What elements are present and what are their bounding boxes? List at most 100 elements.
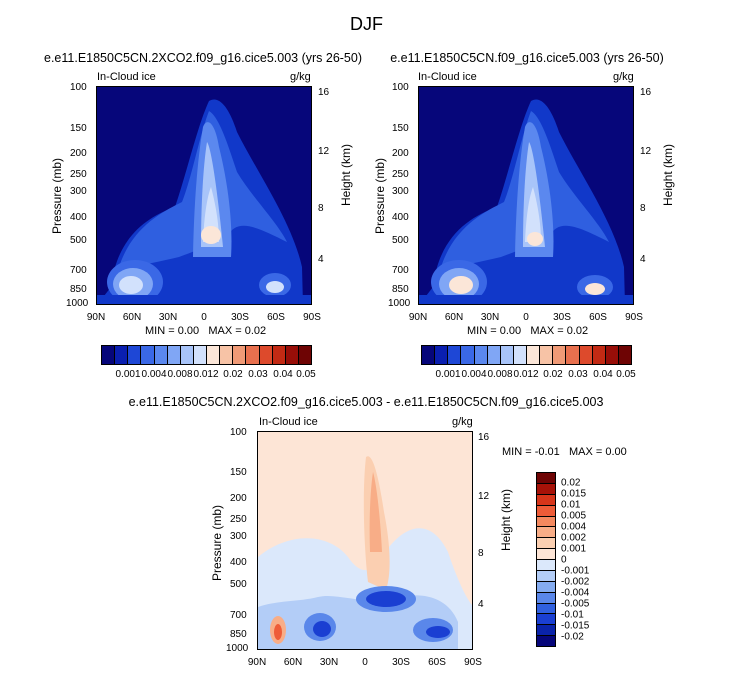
panel1-y2-axis-label: Height (km) xyxy=(339,143,353,207)
panel3-min-value: -0.01 xyxy=(534,446,560,458)
colorbar-swatch xyxy=(537,636,555,646)
panel2-xtick-30s: 30S xyxy=(553,312,571,323)
panel2-cbar-label: 0.004 xyxy=(461,369,487,380)
panel1-y2tick-8: 8 xyxy=(318,203,324,214)
panel1-contour-field xyxy=(97,87,311,304)
panel2-xtick-90n: 90N xyxy=(408,312,428,323)
panel2-ytick-300: 300 xyxy=(392,186,409,197)
panel2-max-value: 0.02 xyxy=(566,325,589,337)
panel3-contour-field xyxy=(258,432,472,649)
panel1-ytick-100: 100 xyxy=(70,82,87,93)
panel1-cbar-label: 0.001 xyxy=(115,369,141,380)
panel3-y2tick-16: 16 xyxy=(478,432,490,443)
panel2-cbar-label: 0.001 xyxy=(435,369,461,380)
panel3-xtick-60n: 60N xyxy=(283,657,303,668)
colorbar-swatch xyxy=(207,346,221,364)
colorbar-swatch xyxy=(605,346,619,364)
panel3-cbar-label: -0.01 xyxy=(561,609,584,621)
panel3-cbar-label: -0.02 xyxy=(561,631,584,643)
panel2-xtick-60s: 60S xyxy=(589,312,607,323)
panel2-xtick-30n: 30N xyxy=(480,312,500,323)
panel1-min-value: 0.00 xyxy=(177,325,200,337)
panel2-contour-field xyxy=(419,87,633,304)
panel3-plot-area xyxy=(257,431,473,650)
panel3-cbar-label: -0.002 xyxy=(561,576,590,588)
panel1-xtick-90n: 90N xyxy=(86,312,106,323)
colorbar-swatch xyxy=(259,346,273,364)
panel2-cbar-label: 0.05 xyxy=(616,369,636,380)
panel3-ytick-250: 250 xyxy=(230,514,247,525)
colorbar-swatch xyxy=(537,549,555,560)
colorbar-swatch xyxy=(141,346,155,364)
colorbar-swatch xyxy=(422,346,436,364)
colorbar-swatch xyxy=(487,346,501,364)
panel3-ytick-100: 100 xyxy=(230,427,247,438)
panel3-ytick-200: 200 xyxy=(230,493,247,504)
panel3-min-label: MIN = xyxy=(502,446,532,458)
panel2-xtick-0: 0 xyxy=(523,312,529,323)
colorbar-swatch xyxy=(553,346,567,364)
panel3-cbar-label: 0.002 xyxy=(561,532,587,544)
colorbar-swatch xyxy=(513,346,527,364)
colorbar-swatch xyxy=(461,346,475,364)
panel1-ytick-250: 250 xyxy=(70,169,87,180)
panel3-xtick-0: 0 xyxy=(362,657,368,668)
colorbar-swatch xyxy=(618,346,631,364)
panel3-xtick-30n: 30N xyxy=(319,657,339,668)
panel3-cbar-label: -0.005 xyxy=(561,598,590,610)
panel3-ytick-700: 700 xyxy=(230,610,247,621)
panel3-ytick-300: 300 xyxy=(230,531,247,542)
panel1-ytick-400: 400 xyxy=(70,212,87,223)
colorbar-swatch xyxy=(537,505,555,517)
colorbar-swatch xyxy=(566,346,580,364)
panel1-xtick-30s: 30S xyxy=(231,312,249,323)
colorbar-swatch xyxy=(102,346,116,364)
colorbar-swatch xyxy=(579,346,593,364)
panel1-min-label: MIN = xyxy=(145,325,175,337)
panel1-variable-label: In-Cloud ice xyxy=(97,71,156,83)
colorbar-swatch xyxy=(537,603,555,615)
panel3-cbar-label: -0.004 xyxy=(561,587,590,599)
colorbar-swatch xyxy=(435,346,449,364)
panel2-cbar-label: 0.012 xyxy=(513,369,539,380)
colorbar-swatch xyxy=(272,346,286,364)
panel3-cbar-label: -0.001 xyxy=(561,565,590,577)
colorbar-swatch xyxy=(246,346,260,364)
panel2-ytick-150: 150 xyxy=(392,123,409,134)
panel1-xtick-60s: 60S xyxy=(267,312,285,323)
colorbar-swatch xyxy=(537,538,555,550)
colorbar-swatch xyxy=(154,346,168,364)
colorbar-swatch xyxy=(474,346,488,364)
panel1-cbar-label: 0.004 xyxy=(141,369,167,380)
panel1-ytick-700: 700 xyxy=(70,265,87,276)
colorbar-swatch xyxy=(537,625,555,637)
panel2-y2tick-16: 16 xyxy=(640,87,652,98)
panel3-units-label: g/kg xyxy=(452,416,473,428)
panel1-cbar-label: 0.03 xyxy=(248,369,268,380)
panel2-colorbar xyxy=(421,345,632,365)
panel2-ytick-400: 400 xyxy=(392,212,409,223)
colorbar-swatch xyxy=(180,346,194,364)
panel1-cbar-label: 0.012 xyxy=(193,369,219,380)
panel1-max-label: MAX = xyxy=(208,325,242,337)
panel1-units-label: g/kg xyxy=(290,71,311,83)
panel1-xtick-90s: 90S xyxy=(303,312,321,323)
panel2-max-label: MAX = xyxy=(530,325,564,337)
panel3-y-axis-label: Pressure (mb) xyxy=(210,504,224,582)
panel1-ytick-200: 200 xyxy=(70,148,87,159)
panel1-max-value: 0.02 xyxy=(244,325,267,337)
panel2-cbar-label: 0.008 xyxy=(487,369,513,380)
panel3-xtick-30s: 30S xyxy=(392,657,410,668)
colorbar-swatch xyxy=(233,346,247,364)
panel2-ytick-100: 100 xyxy=(392,82,409,93)
panel3-cbar-label: 0.015 xyxy=(561,488,587,500)
colorbar-swatch xyxy=(537,483,555,495)
colorbar-swatch xyxy=(500,346,514,364)
panel2-ytick-850: 850 xyxy=(392,284,409,295)
panel1-cbar-label: 0.02 xyxy=(223,369,243,380)
panel2-ytick-250: 250 xyxy=(392,169,409,180)
panel2-y2tick-4: 4 xyxy=(640,254,646,265)
panel2-title: e.e11.E1850C5CN.f09_g16.cice5.003 (yrs 2… xyxy=(390,51,664,65)
colorbar-swatch xyxy=(537,570,555,582)
colorbar-swatch xyxy=(167,346,181,364)
